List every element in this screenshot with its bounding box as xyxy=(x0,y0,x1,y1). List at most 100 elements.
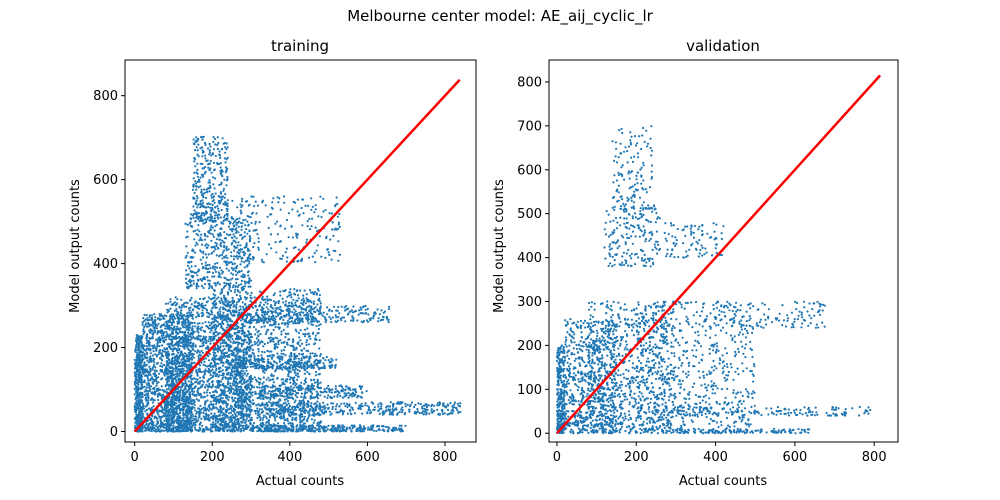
training-scatter-point xyxy=(202,381,205,384)
training-scatter-point xyxy=(163,347,166,350)
training-scatter-point xyxy=(173,309,176,312)
training-scatter-point xyxy=(183,358,186,361)
training-scatter-point xyxy=(142,372,145,375)
training-scatter-point xyxy=(199,380,202,383)
training-scatter-point xyxy=(283,345,286,349)
training-scatter-point xyxy=(261,350,264,353)
training-scatter-point xyxy=(173,412,176,415)
training-scatter-point xyxy=(221,327,224,330)
training-scatter-point xyxy=(266,349,269,352)
training-scatter-point xyxy=(226,302,230,305)
training-scatter-point xyxy=(169,300,172,303)
training-scatter-point xyxy=(153,313,156,316)
training-scatter-point xyxy=(170,330,174,333)
training-scatter-point xyxy=(215,417,218,421)
training-scatter-point xyxy=(213,394,216,397)
training-scatter-point xyxy=(168,358,171,361)
training-scatter-point xyxy=(236,301,239,304)
training-scatter-point xyxy=(144,410,147,413)
training-scatter-point xyxy=(271,338,274,341)
training-scatter-point xyxy=(309,352,312,355)
training-scatter-point xyxy=(313,381,317,384)
training-scatter-point xyxy=(228,288,231,291)
training-scatter-point xyxy=(167,368,170,371)
training-scatter-point xyxy=(205,391,208,394)
training-scatter-point xyxy=(147,382,150,385)
training-scatter-point xyxy=(179,393,182,396)
training-scatter-point xyxy=(204,330,207,333)
training-scatter-point xyxy=(151,401,155,404)
training-scatter-point xyxy=(143,363,146,367)
training-scatter-point xyxy=(284,332,287,335)
training-scatter-point xyxy=(317,373,320,376)
training-scatter-point xyxy=(278,390,281,393)
training-scatter-point xyxy=(136,386,139,389)
training-scatter-point xyxy=(186,418,190,421)
training-scatter-point xyxy=(277,301,280,305)
training-scatter-point xyxy=(135,365,138,368)
training-scatter-point xyxy=(198,353,201,357)
training-scatter-point xyxy=(149,379,152,382)
training-scatter-point xyxy=(251,348,254,351)
training-scatter-point xyxy=(226,293,230,296)
training-scatter-point xyxy=(274,336,277,339)
training-scatter-point xyxy=(177,422,180,425)
training-scatter-point xyxy=(204,400,207,403)
training-scatter-point xyxy=(163,340,166,343)
training-scatter-point xyxy=(149,357,152,360)
training-scatter-point xyxy=(164,411,167,415)
training-scatter-point xyxy=(314,334,317,337)
training-scatter-point xyxy=(229,382,232,385)
training-scatter-point xyxy=(224,377,227,380)
training-scatter-point xyxy=(258,290,262,293)
training-scatter-point xyxy=(240,429,243,432)
training-scatter-point xyxy=(164,426,167,429)
training-scatter-point xyxy=(234,414,238,417)
training-scatter-point xyxy=(149,337,152,340)
training-scatter-point xyxy=(180,298,183,301)
training-scatter-point xyxy=(221,369,224,372)
training-scatter-point xyxy=(215,358,218,361)
training-scatter-point xyxy=(299,339,302,342)
training-scatter-point xyxy=(299,329,302,332)
training-points xyxy=(133,135,462,433)
training-scatter-point xyxy=(233,291,236,294)
training-scatter-point xyxy=(159,394,162,397)
training-scatter-point xyxy=(157,322,160,325)
training-scatter-point xyxy=(175,362,178,366)
training-scatter-point xyxy=(177,395,180,398)
training-scatter-point xyxy=(136,335,139,338)
training-scatter-point xyxy=(156,332,159,335)
training-scatter-point xyxy=(279,294,282,297)
training-scatter-point xyxy=(192,344,195,347)
training-scatter-point xyxy=(185,404,188,407)
training-scatter-point xyxy=(160,332,163,335)
training-scatter-point xyxy=(222,426,225,429)
training-scatter-point xyxy=(205,309,209,312)
training-scatter-point xyxy=(156,420,159,423)
training-scatter-point xyxy=(283,348,286,352)
training-scatter-point xyxy=(196,391,200,395)
training-scatter-point xyxy=(175,310,178,313)
training-scatter-point xyxy=(227,300,230,303)
training-scatter-point xyxy=(137,348,140,351)
training-scatter-point xyxy=(318,300,321,303)
training-scatter-point xyxy=(134,417,138,420)
training-scatter-point xyxy=(244,421,247,424)
training-scatter-point xyxy=(176,325,179,328)
training-scatter-point xyxy=(188,391,191,394)
training-scatter-point xyxy=(155,324,158,327)
training-scatter-point xyxy=(286,419,289,422)
training-scatter-point xyxy=(167,310,170,313)
training-scatter-point xyxy=(149,352,152,355)
training-scatter-point xyxy=(230,418,234,422)
training-scatter-point xyxy=(254,378,258,381)
training-scatter-point xyxy=(259,333,262,336)
training-scatter-point xyxy=(251,351,254,354)
training-scatter-point xyxy=(168,408,171,411)
training-scatter-point xyxy=(167,302,170,305)
training-scatter-point xyxy=(193,361,196,364)
training-scatter-point xyxy=(198,369,201,372)
training-scatter-point xyxy=(173,347,176,350)
training-scatter-point xyxy=(254,328,258,331)
